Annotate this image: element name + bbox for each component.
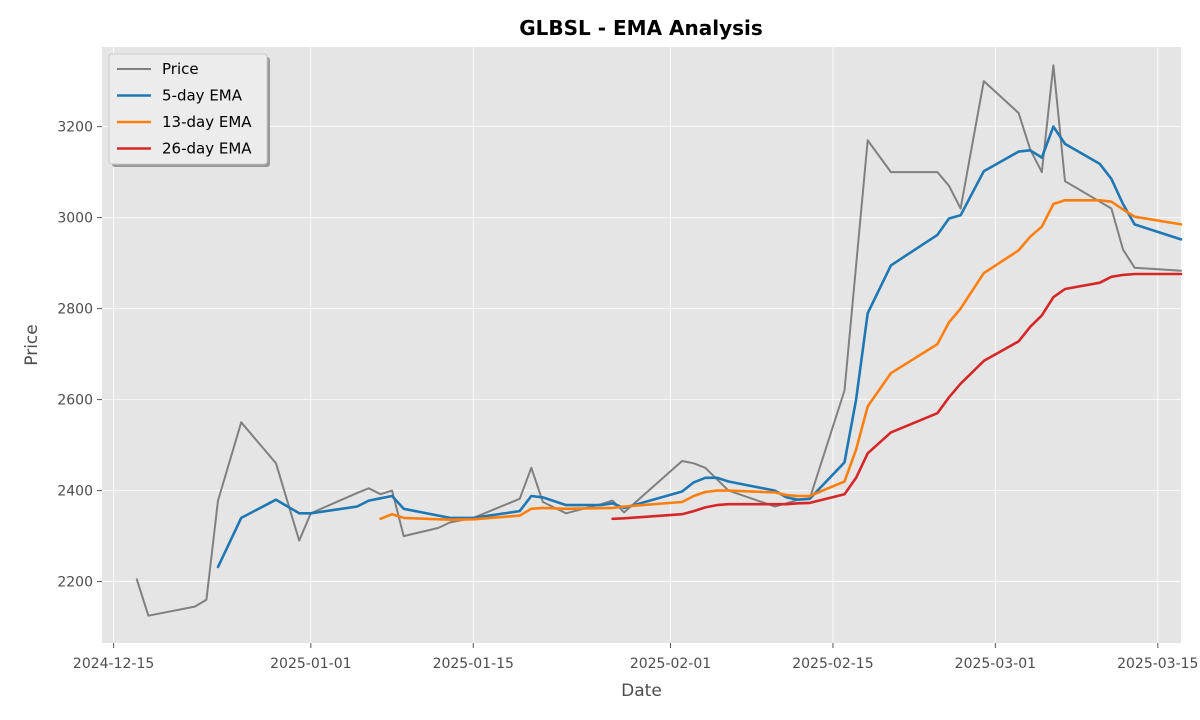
- y-tick-label: 2800: [57, 302, 93, 318]
- grid: [102, 47, 1181, 643]
- plot-area: [102, 47, 1181, 643]
- series-line-price: [135, 64, 1182, 617]
- y-axis: 2200 2400 2600 2800 3000 3200: [57, 120, 102, 591]
- x-tick-label: 2025-02-15: [792, 656, 873, 672]
- series-line-5-day-ema: [216, 125, 1183, 569]
- y-tick-label: 3200: [57, 120, 93, 136]
- x-tick-label: 2025-03-15: [1117, 656, 1198, 672]
- x-axis-label: Date: [621, 681, 662, 701]
- x-tick-label: 2025-01-01: [270, 656, 351, 672]
- x-tick-label: 2025-03-01: [955, 656, 1036, 672]
- series-line-26-day-ema: [611, 272, 1183, 521]
- series-line-13-day-ema: [379, 199, 1183, 522]
- y-tick-label: 3000: [57, 211, 93, 227]
- x-axis: 2024-12-15 2025-01-01 2025-01-15 2025-02-01…: [73, 643, 1198, 672]
- y-tick-label: 2200: [57, 575, 93, 591]
- legend-label: Price: [162, 60, 199, 78]
- y-tick-label: 2600: [57, 393, 93, 409]
- legend-label: 26-day EMA: [162, 140, 252, 158]
- chart-title: GLBSL - EMA Analysis: [519, 16, 763, 40]
- x-tick-label: 2024-12-15: [73, 656, 154, 672]
- y-tick-label: 2400: [57, 484, 93, 500]
- y-axis-label: Price: [22, 324, 42, 365]
- series-lines: [135, 64, 1183, 617]
- x-tick-label: 2025-02-01: [630, 656, 711, 672]
- legend: Price 5-day EMA 13-day EMA 26-day EMA: [108, 53, 270, 167]
- legend-label: 13-day EMA: [162, 113, 252, 131]
- x-tick-label: 2025-01-15: [433, 656, 514, 672]
- legend-label: 5-day EMA: [162, 87, 243, 105]
- legend-box: [108, 53, 268, 165]
